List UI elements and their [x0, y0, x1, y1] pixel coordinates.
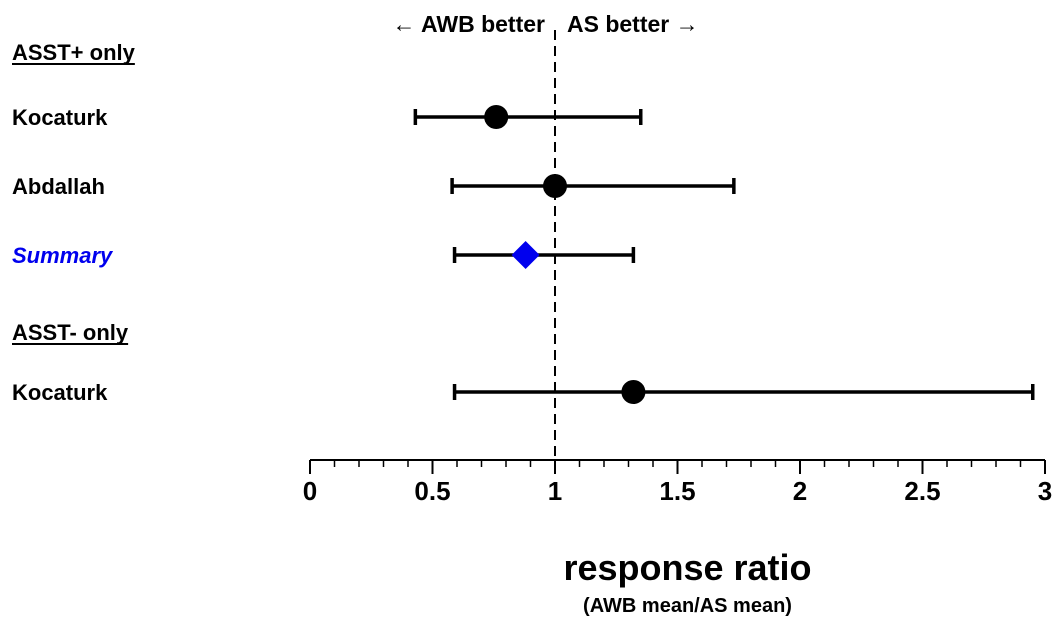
- x-axis: 0 0.5 1 1.5 2 2.5 3: [303, 459, 1052, 506]
- x-tick-label: 2: [793, 476, 807, 506]
- study-label: Kocaturk: [12, 105, 108, 130]
- x-tick-label: 0.5: [414, 476, 450, 506]
- study-label: Abdallah: [12, 174, 105, 199]
- x-tick-label: 1.5: [659, 476, 695, 506]
- row-labels: ASST+ only Kocaturk Abdallah Summary ASST- o…: [12, 40, 136, 405]
- x-axis-title: response ratio: [563, 547, 811, 588]
- axis-title: response ratio (AWB mean/AS mean): [563, 547, 811, 617]
- summary-diamond-marker: [511, 241, 540, 269]
- direction-label-right: AS better →: [567, 11, 699, 37]
- subgroup-header-label: ASST- only: [12, 320, 129, 345]
- point-estimate-marker: [621, 380, 646, 404]
- x-tick-label: 0: [303, 476, 317, 506]
- markers: [484, 105, 646, 404]
- point-estimate-marker: [543, 174, 567, 198]
- direction-labels: ← AWB better AS better →: [393, 11, 699, 37]
- subgroup-header-label: ASST+ only: [12, 40, 136, 65]
- point-estimate-marker: [484, 105, 509, 129]
- x-tick-label: 1: [548, 476, 562, 506]
- error-bars: [413, 109, 1035, 400]
- x-tick-label: 3: [1038, 476, 1052, 506]
- direction-label-left: ← AWB better: [393, 11, 546, 37]
- x-tick-label: 2.5: [904, 476, 940, 506]
- x-axis-subtitle: (AWB mean/AS mean): [583, 595, 792, 617]
- summary-label: Summary: [12, 243, 114, 268]
- study-label: Kocaturk: [12, 380, 108, 405]
